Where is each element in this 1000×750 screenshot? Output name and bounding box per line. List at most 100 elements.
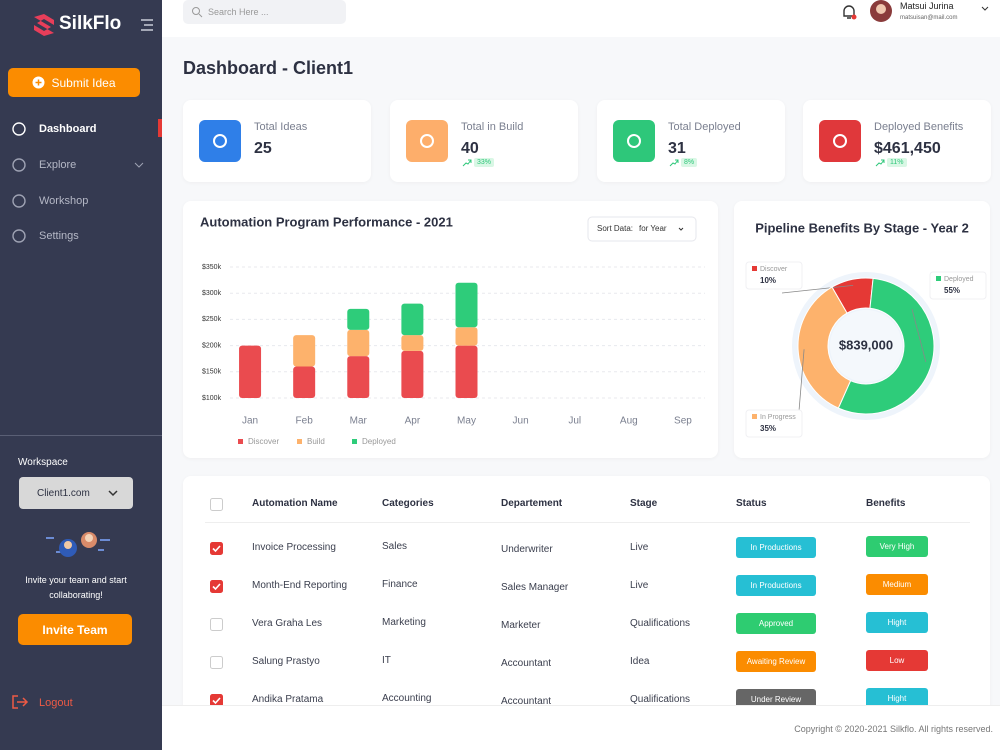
callout-name: Deployed xyxy=(944,276,974,283)
chart-title: Pipeline Benefits By Stage - Year 2 xyxy=(755,220,969,235)
bar-segment xyxy=(293,335,316,367)
workspace-select[interactable]: Client1.com xyxy=(19,477,133,509)
arrow xyxy=(875,159,885,167)
callout-box xyxy=(745,261,803,290)
callout-line xyxy=(798,349,805,412)
checkbox[interactable] xyxy=(210,580,223,593)
search-box[interactable]: Search Here ... xyxy=(183,0,346,24)
benefit-badge: Very High xyxy=(866,536,928,557)
stat-card: Total Ideas 25 xyxy=(183,100,371,182)
sort-chevron xyxy=(678,227,684,231)
pie-panel: Pipeline Benefits By Stage - Year 2 Disco… xyxy=(734,201,990,458)
nav-icon xyxy=(12,122,26,136)
stat-card: Total in Build 40 33% xyxy=(390,100,578,182)
nav-item[interactable]: Explore xyxy=(39,159,77,171)
checkbox[interactable] xyxy=(210,694,223,707)
sort-value: for Year xyxy=(639,224,667,233)
bar-segment xyxy=(347,329,370,357)
callout-box xyxy=(745,409,803,438)
x-tick-label: Jan xyxy=(242,416,258,427)
nav-icon-shape xyxy=(12,229,26,243)
x-tick-label: Aug xyxy=(620,416,638,427)
stat-label: Deployed Benefits xyxy=(874,121,964,133)
table-cell: Accountant xyxy=(501,696,552,707)
notification-bell[interactable] xyxy=(840,3,858,21)
invite-line: collaborating! xyxy=(49,590,103,600)
callout-name: In Progress xyxy=(760,414,796,421)
stat-value: 31 xyxy=(668,140,686,157)
callout-box xyxy=(929,271,987,300)
nav-chevron xyxy=(134,162,144,168)
user-menu-chevron[interactable] xyxy=(981,6,989,12)
callout-swatch xyxy=(752,414,757,419)
logo-icon xyxy=(34,14,54,36)
glyph xyxy=(627,134,641,148)
stat-icon xyxy=(819,120,861,162)
checkbox[interactable] xyxy=(210,618,223,631)
table-cell: Marketing xyxy=(382,617,426,628)
bar-segment xyxy=(239,345,262,398)
copyright: Copyright © 2020-2021 Silkflo. All right… xyxy=(794,724,993,734)
main: Search Here ... Matsui Jurina matsuisan@… xyxy=(162,0,1000,750)
stat-change: 8% xyxy=(681,158,698,167)
nav-icon xyxy=(12,229,26,243)
bar-segment xyxy=(401,335,424,351)
legend-swatch xyxy=(238,439,243,444)
trend-arrow xyxy=(875,159,885,167)
nav-item[interactable]: Settings xyxy=(39,230,79,242)
column-header: Automation Name xyxy=(252,498,338,509)
logout[interactable]: Logout xyxy=(39,697,73,709)
stat-icon xyxy=(406,120,448,162)
invite-team-button[interactable]: Invite Team xyxy=(18,614,132,645)
checkbox[interactable] xyxy=(210,656,223,669)
x-tick-label: Jul xyxy=(568,416,581,427)
brand: SilkFlo xyxy=(59,13,122,34)
status-badge: In Productions xyxy=(736,575,816,596)
table-cell: Marketer xyxy=(501,620,541,631)
header-divider xyxy=(205,522,970,523)
menu-toggle[interactable] xyxy=(140,18,154,32)
x-tick-label: Sep xyxy=(674,416,692,427)
checkbox-box xyxy=(210,580,223,593)
chevron xyxy=(108,490,118,497)
checkbox-box xyxy=(210,498,223,511)
stat-icon-glyph xyxy=(213,134,227,148)
y-tick-label: $250k xyxy=(202,316,222,323)
checkmark xyxy=(212,583,221,591)
trend-arrow xyxy=(462,159,472,167)
bar-segment xyxy=(401,303,424,336)
invite-team-label: Invite Team xyxy=(42,622,108,637)
table-cell: Sales xyxy=(382,541,408,552)
callout-line xyxy=(911,308,927,363)
pie-chart: Pipeline Benefits By Stage - Year 2 Disco… xyxy=(745,220,987,438)
checkbox-box xyxy=(210,656,223,669)
checkbox[interactable] xyxy=(210,498,223,511)
checkbox[interactable] xyxy=(210,542,223,555)
glyph xyxy=(213,134,227,148)
stat-change: 33% xyxy=(474,158,495,167)
stat-value: 40 xyxy=(461,140,479,157)
sort-dropdown[interactable] xyxy=(587,216,697,242)
stat-icon-glyph xyxy=(627,134,641,148)
plus-icon xyxy=(32,76,45,89)
bar-segment xyxy=(455,282,478,328)
workspace-label: Workspace xyxy=(18,457,68,468)
checkmark xyxy=(212,545,221,553)
nav-item[interactable]: Dashboard xyxy=(39,123,97,135)
benefit-badge: Medium xyxy=(866,574,928,595)
user-avatar[interactable] xyxy=(869,0,893,24)
submit-idea-button[interactable]: Submit Idea xyxy=(8,68,140,97)
stat-icon-glyph xyxy=(420,134,434,148)
nav-item[interactable]: Workshop xyxy=(39,195,89,207)
checkbox-box xyxy=(210,542,223,555)
table-cell: Accountant xyxy=(501,658,552,669)
table-cell: Salung Prastyo xyxy=(252,656,320,667)
stat-card: Deployed Benefits $461,450 11% xyxy=(803,100,991,182)
table-cell: Finance xyxy=(382,579,418,590)
stat-label: Total Deployed xyxy=(668,121,741,133)
status-badge: Approved xyxy=(736,613,816,634)
y-tick-label: $200k xyxy=(202,342,222,349)
stat-value: $461,450 xyxy=(874,140,941,157)
legend-label: Discover xyxy=(248,437,279,446)
